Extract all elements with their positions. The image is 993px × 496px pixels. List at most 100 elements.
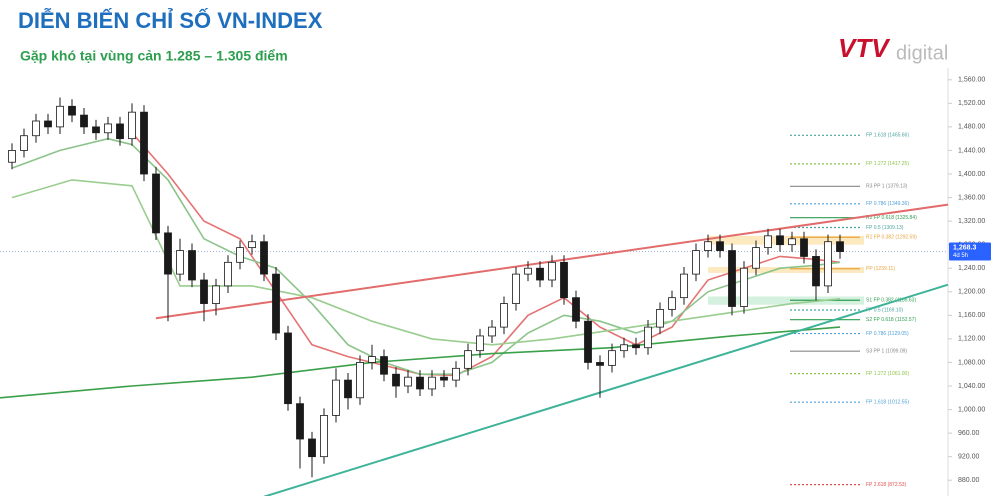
pivot-label: FP 0.5 (1309.13)	[866, 225, 904, 231]
candle-body	[20, 135, 28, 151]
zone	[708, 267, 864, 273]
pivot-label: FP 0.786 (1129.05)	[866, 331, 909, 337]
candle-body	[380, 356, 388, 375]
candle-body	[680, 273, 688, 299]
candle-body	[236, 247, 244, 263]
pivot-label: FP 1.272 (1061.00)	[866, 371, 909, 377]
candle-body	[428, 376, 436, 390]
candle-body	[524, 267, 532, 275]
y-tick-label: 1,520.00	[958, 100, 985, 107]
candle-body	[344, 379, 352, 399]
y-tick-label: 1,040.00	[958, 383, 985, 390]
price-tag-box	[949, 242, 991, 261]
moving-average	[11, 137, 841, 375]
candle-body	[272, 273, 280, 334]
y-tick-label: 1,440.00	[958, 147, 985, 154]
pivot-label: S3 PP 1 (1099.09)	[866, 349, 907, 355]
candle-body	[668, 297, 676, 310]
candle-body	[440, 376, 448, 381]
y-tick-label: 1,560.00	[958, 77, 985, 84]
pivot-label: FP 2.618 (872.53)	[866, 482, 907, 488]
candle-body	[320, 415, 328, 458]
pivot-label: R2 FP 0.618 (1325.84)	[866, 215, 917, 221]
candle-body	[476, 335, 484, 352]
candle-body	[812, 256, 820, 287]
candle-body	[152, 173, 160, 234]
pivot-label: FP 1.618 (1012.55)	[866, 399, 909, 405]
candle-body	[728, 250, 736, 307]
y-tick-label: 1,200.00	[958, 289, 985, 296]
candle-body	[104, 123, 112, 134]
y-tick-label: 920.00	[958, 454, 980, 461]
pivot-label: S2 FP 0.618 (1152.57)	[866, 317, 916, 323]
logo-sub: digital	[896, 42, 948, 64]
logo-brand: VTV	[838, 33, 891, 63]
y-tick-label: 1,480.00	[958, 124, 985, 131]
pivot-label: FP 0.786 (1349.36)	[866, 201, 909, 207]
candle-body	[188, 250, 196, 281]
candle-body	[620, 344, 628, 352]
candle-body	[512, 273, 520, 304]
trend-line	[263, 283, 949, 496]
candle-body	[656, 309, 664, 328]
candle-body	[824, 241, 832, 287]
candle-body	[644, 326, 652, 349]
candle-body	[200, 279, 208, 304]
candle-body	[704, 241, 712, 251]
candle-body	[164, 232, 172, 275]
candle-body	[752, 247, 760, 269]
candle-body	[692, 250, 700, 275]
y-tick-label: 1,160.00	[958, 312, 985, 319]
candle-body	[416, 376, 424, 390]
y-tick-label: 1,120.00	[958, 336, 985, 343]
candle-body	[56, 105, 64, 128]
candle-body	[836, 241, 844, 252]
y-tick-label: 960.00	[958, 430, 980, 437]
candle-body	[548, 261, 556, 281]
candle-body	[140, 111, 148, 175]
price-tag-label: 1,268.3	[953, 244, 976, 251]
candle-body	[116, 123, 124, 140]
candle-body	[488, 326, 496, 337]
candle-body	[356, 362, 364, 399]
candle-body	[308, 438, 316, 458]
candle-body	[80, 114, 88, 128]
candle-body	[572, 297, 580, 322]
pivot-label: R1 FP 0.382 (1292.59)	[866, 235, 917, 241]
chart-title: DIỄN BIẾN CHỈ SỐ VN-INDEX	[18, 7, 323, 33]
candle-body	[92, 126, 100, 134]
candle-body	[248, 241, 256, 249]
candle-body	[212, 285, 220, 304]
candle-body	[584, 320, 592, 363]
pivot-label: FP 1.618 (1465.66)	[866, 133, 909, 139]
pivot-label: S1 FP 0.382 (1185.63)	[866, 298, 916, 304]
candle-body	[608, 350, 616, 366]
pivot-label: FP 1.272 (1417.25)	[866, 161, 909, 167]
candle-body	[404, 376, 412, 387]
candle-body	[8, 150, 16, 163]
pivot-label: PP (1239.11)	[866, 266, 895, 272]
candle-body	[716, 241, 724, 251]
candle-body	[368, 356, 376, 363]
moving-average	[11, 179, 841, 346]
y-tick-label: 1,080.00	[958, 359, 985, 366]
candle-body	[764, 235, 772, 249]
candle-body	[296, 403, 304, 440]
price-tag-sub: 4d 5h	[953, 253, 968, 259]
y-tick-label: 1,240.00	[958, 265, 985, 272]
chart-subtitle: Gặp khó tại vùng cản 1.285 – 1.305 điểm	[20, 48, 288, 64]
candle-body	[464, 350, 472, 369]
y-tick-label: 1,320.00	[958, 218, 985, 225]
candle-body	[788, 238, 796, 246]
y-tick-label: 1,360.00	[958, 194, 985, 201]
candle-body	[224, 261, 232, 287]
candle-body	[536, 267, 544, 281]
candle-body	[32, 120, 40, 137]
pivot-label: FP 0.5 (1169.10)	[866, 307, 903, 313]
candle-body	[392, 373, 400, 387]
y-tick-label: 1,000.00	[958, 406, 985, 413]
zone	[708, 235, 864, 245]
